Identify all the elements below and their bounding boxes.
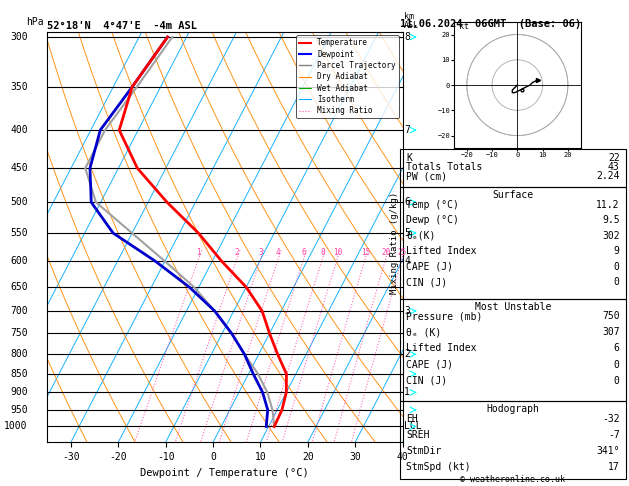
Text: LCL: LCL bbox=[404, 421, 422, 432]
Text: 950: 950 bbox=[10, 405, 28, 415]
Text: 307: 307 bbox=[602, 328, 620, 337]
Text: CAPE (J): CAPE (J) bbox=[406, 262, 454, 272]
Text: © weatheronline.co.uk: © weatheronline.co.uk bbox=[460, 474, 565, 484]
Text: Lifted Index: Lifted Index bbox=[406, 344, 477, 353]
Text: Temp (°C): Temp (°C) bbox=[406, 200, 459, 209]
Text: 15: 15 bbox=[360, 248, 370, 257]
Text: 6: 6 bbox=[404, 197, 410, 207]
Text: 650: 650 bbox=[10, 282, 28, 292]
Text: Most Unstable: Most Unstable bbox=[475, 302, 551, 312]
Text: 900: 900 bbox=[10, 387, 28, 398]
Text: θₑ (K): θₑ (K) bbox=[406, 328, 442, 337]
Text: 11.06.2024  06GMT  (Base: 06): 11.06.2024 06GMT (Base: 06) bbox=[400, 19, 581, 30]
Text: 850: 850 bbox=[10, 369, 28, 379]
Text: -32: -32 bbox=[602, 414, 620, 424]
Text: 20: 20 bbox=[381, 248, 391, 257]
Text: 0: 0 bbox=[614, 376, 620, 385]
Text: Dewp (°C): Dewp (°C) bbox=[406, 215, 459, 225]
Text: 400: 400 bbox=[10, 125, 28, 135]
Text: 9.5: 9.5 bbox=[602, 215, 620, 225]
Text: 2: 2 bbox=[235, 248, 240, 257]
Text: 2: 2 bbox=[404, 349, 410, 359]
Text: 1: 1 bbox=[404, 387, 410, 398]
Text: EH: EH bbox=[406, 414, 418, 424]
Text: 4: 4 bbox=[276, 248, 281, 257]
Text: 1000: 1000 bbox=[4, 421, 28, 432]
Text: 5: 5 bbox=[404, 228, 410, 238]
Text: 350: 350 bbox=[10, 82, 28, 92]
Text: PW (cm): PW (cm) bbox=[406, 172, 447, 181]
Text: Hodograph: Hodograph bbox=[486, 404, 540, 414]
Text: StmSpd (kt): StmSpd (kt) bbox=[406, 462, 471, 472]
Text: hPa: hPa bbox=[26, 17, 43, 28]
Text: Totals Totals: Totals Totals bbox=[406, 162, 482, 172]
Text: 2.24: 2.24 bbox=[596, 172, 620, 181]
Text: 0: 0 bbox=[614, 278, 620, 287]
Text: 10: 10 bbox=[333, 248, 342, 257]
Text: 600: 600 bbox=[10, 256, 28, 266]
Text: θₑ(K): θₑ(K) bbox=[406, 231, 436, 241]
Text: Surface: Surface bbox=[493, 191, 533, 200]
Text: CIN (J): CIN (J) bbox=[406, 376, 447, 385]
Text: 7: 7 bbox=[404, 125, 410, 135]
Text: Pressure (mb): Pressure (mb) bbox=[406, 312, 482, 321]
Text: 750: 750 bbox=[10, 329, 28, 338]
Text: 302: 302 bbox=[602, 231, 620, 241]
Text: 1: 1 bbox=[196, 248, 201, 257]
Legend: Temperature, Dewpoint, Parcel Trajectory, Dry Adiabat, Wet Adiabat, Isotherm, Mi: Temperature, Dewpoint, Parcel Trajectory… bbox=[296, 35, 399, 118]
Text: 6: 6 bbox=[614, 344, 620, 353]
Text: 550: 550 bbox=[10, 228, 28, 238]
Text: 450: 450 bbox=[10, 163, 28, 173]
Text: 25: 25 bbox=[398, 248, 406, 257]
Text: CIN (J): CIN (J) bbox=[406, 278, 447, 287]
Text: 500: 500 bbox=[10, 197, 28, 207]
Text: 8: 8 bbox=[320, 248, 325, 257]
Text: StmDir: StmDir bbox=[406, 446, 442, 456]
Text: 52°18'N  4°47'E  -4m ASL: 52°18'N 4°47'E -4m ASL bbox=[47, 21, 197, 31]
Text: 3: 3 bbox=[259, 248, 263, 257]
Text: 700: 700 bbox=[10, 306, 28, 316]
Text: 341°: 341° bbox=[596, 446, 620, 456]
Text: 8: 8 bbox=[404, 32, 410, 42]
Text: 17: 17 bbox=[608, 462, 620, 472]
Text: 800: 800 bbox=[10, 349, 28, 359]
Text: kt: kt bbox=[459, 22, 469, 32]
Text: 300: 300 bbox=[10, 32, 28, 42]
X-axis label: Dewpoint / Temperature (°C): Dewpoint / Temperature (°C) bbox=[140, 468, 309, 478]
Text: CAPE (J): CAPE (J) bbox=[406, 360, 454, 369]
Text: -7: -7 bbox=[608, 430, 620, 440]
Text: 750: 750 bbox=[602, 312, 620, 321]
Text: Mixing Ratio (g/kg): Mixing Ratio (g/kg) bbox=[390, 192, 399, 294]
Text: 0: 0 bbox=[614, 262, 620, 272]
Text: 43: 43 bbox=[608, 162, 620, 172]
Text: 22: 22 bbox=[608, 153, 620, 163]
Text: 3: 3 bbox=[404, 306, 410, 316]
Text: 9: 9 bbox=[614, 246, 620, 256]
Text: Lifted Index: Lifted Index bbox=[406, 246, 477, 256]
Text: 6: 6 bbox=[301, 248, 306, 257]
Text: K: K bbox=[406, 153, 412, 163]
Text: km
ASL: km ASL bbox=[404, 12, 420, 30]
Text: 0: 0 bbox=[614, 360, 620, 369]
Text: 4: 4 bbox=[404, 256, 410, 266]
Text: 11.2: 11.2 bbox=[596, 200, 620, 209]
Text: SREH: SREH bbox=[406, 430, 430, 440]
